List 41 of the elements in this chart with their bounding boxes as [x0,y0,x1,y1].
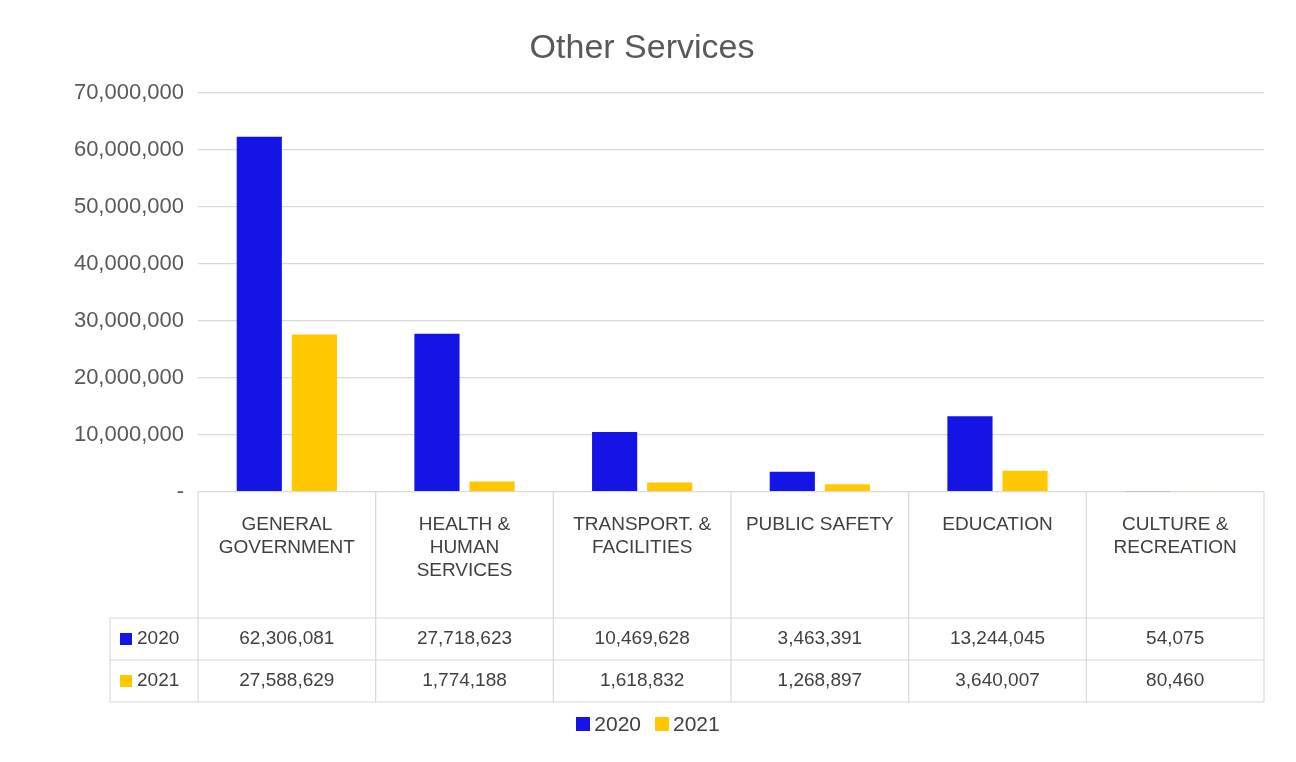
bar [769,471,815,491]
y-tick-label: 60,000,000 [73,135,184,161]
x-tick-label: TRANSPORT. & FACILITIES [573,513,712,558]
data-label: 1,268,897 [777,669,863,691]
y-tick-label: 50,000,000 [73,192,184,218]
x-tick-label: CULTURE & RECREATION [1113,513,1237,558]
x-tick-label: EDUCATION [942,513,1053,535]
text: 2020 [594,712,641,735]
data-label: 80,460 [1146,669,1205,691]
y-tick-label: 30,000,000 [73,306,184,332]
data-label: 27,588,629 [239,669,335,691]
y-tick-label: 70,000,000 [73,78,184,104]
legend-label: 2020 [137,627,180,649]
data-label: 27,718,623 [416,627,513,649]
bar [947,416,993,491]
bar [824,484,870,491]
bar [236,136,282,491]
data-label: 13,244,045 [949,627,1046,649]
y-tick-label: 40,000,000 [73,249,184,275]
data-label: 10,469,628 [594,627,690,649]
bar [647,482,693,491]
data-label: 1,618,832 [599,669,685,691]
data-label: 1,774,188 [422,669,507,691]
x-tick-label: PUBLIC SAFETY [745,513,895,535]
bar [592,431,638,491]
chart-title: Other Services [529,26,755,65]
x-tick-label: GENERAL GOVERNMENT [218,513,356,558]
legend-label: 2021 [137,669,180,691]
data-label: 3,463,391 [777,627,863,649]
bar [291,334,337,491]
text: 2021 [673,712,720,735]
y-tick-label: - [176,477,184,503]
data-label: 62,306,081 [239,627,335,649]
bar [414,333,460,491]
y-tick-label: 20,000,000 [73,363,184,389]
bar [469,481,515,491]
bar [1002,470,1048,491]
data-label: 3,640,007 [955,669,1040,691]
data-label: 54,075 [1146,627,1205,649]
y-tick-label: 10,000,000 [73,420,184,446]
x-tick-label: HEALTH & HUMAN SERVICES [416,513,513,580]
